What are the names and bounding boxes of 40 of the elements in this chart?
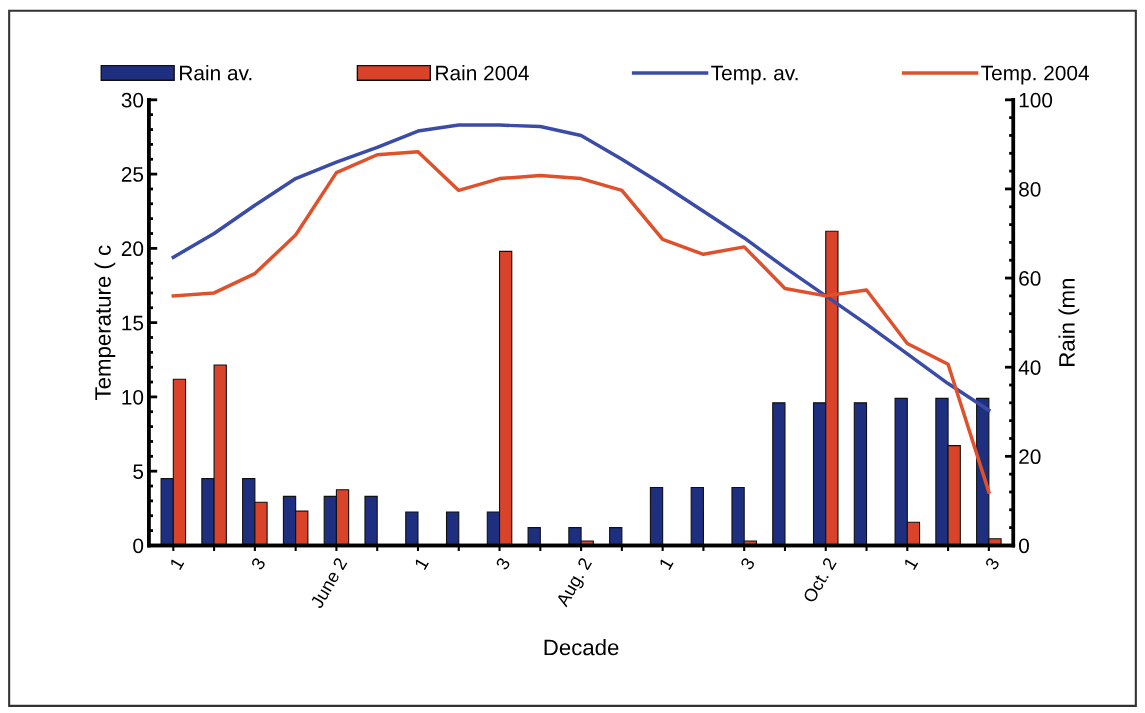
y-tick-label: 5 xyxy=(133,464,144,479)
bar xyxy=(853,402,868,546)
y2-axis-title: Rain (mn xyxy=(1058,279,1080,366)
x-tick-label: 1 xyxy=(169,556,185,570)
bar xyxy=(364,495,378,546)
y2-tick-label: 80 xyxy=(1019,181,1041,197)
x-tick-label: 3 xyxy=(495,556,511,571)
bar xyxy=(405,511,419,546)
line-series xyxy=(171,123,991,413)
bar xyxy=(772,402,786,546)
y-tick-label: 0 xyxy=(133,538,144,554)
y-tick-label: 10 xyxy=(122,389,144,405)
y2-tick-label: 40 xyxy=(1018,360,1041,375)
y-tick-label: 30 xyxy=(121,92,144,108)
y2-tick-label: 60 xyxy=(1019,271,1041,286)
y2-tick-label: 0 xyxy=(1019,538,1029,554)
y-tick-label: 15 xyxy=(122,315,144,331)
bar xyxy=(527,527,541,546)
bar xyxy=(445,511,460,546)
x-tick-label: Oct. 2 xyxy=(802,556,837,604)
line-series xyxy=(171,150,991,494)
x-axis-title: Decade xyxy=(544,639,619,656)
y2-tick-label: 20 xyxy=(1019,449,1041,465)
bar xyxy=(649,486,664,546)
bar xyxy=(609,527,623,546)
y2-tick-label: 100 xyxy=(1019,92,1053,108)
legend-label: Temp. av. xyxy=(711,65,798,85)
bar xyxy=(690,486,704,546)
x-tick-label: 3 xyxy=(739,556,756,571)
x-tick-label: 3 xyxy=(984,556,1000,571)
y-tick-label: 20 xyxy=(121,241,144,257)
x-tick-label: 3 xyxy=(250,556,266,571)
y-axis-title: Temperature ( c xyxy=(94,245,116,400)
x-tick-label: 1 xyxy=(414,556,429,570)
y-tick-label: 25 xyxy=(121,167,144,182)
legend-label: Rain 2004 xyxy=(436,65,529,81)
x-tick-label: 1 xyxy=(903,556,919,570)
legend-label: Rain av. xyxy=(180,65,252,81)
x-tick-label: 1 xyxy=(658,556,674,570)
legend-label: Temp. 2004 xyxy=(981,65,1089,85)
